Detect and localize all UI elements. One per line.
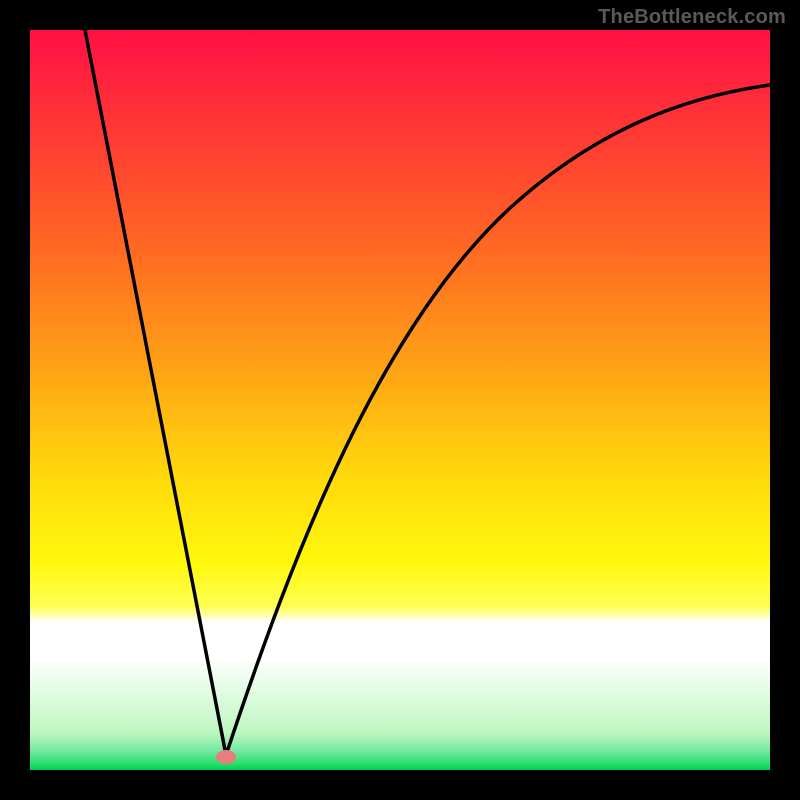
watermark-text: TheBottleneck.com bbox=[598, 6, 786, 29]
gradient-background bbox=[30, 30, 770, 770]
plot-area bbox=[30, 30, 770, 770]
chart-frame: TheBottleneck.com bbox=[0, 0, 800, 800]
minimum-marker bbox=[216, 750, 236, 764]
plot-svg bbox=[30, 30, 770, 770]
